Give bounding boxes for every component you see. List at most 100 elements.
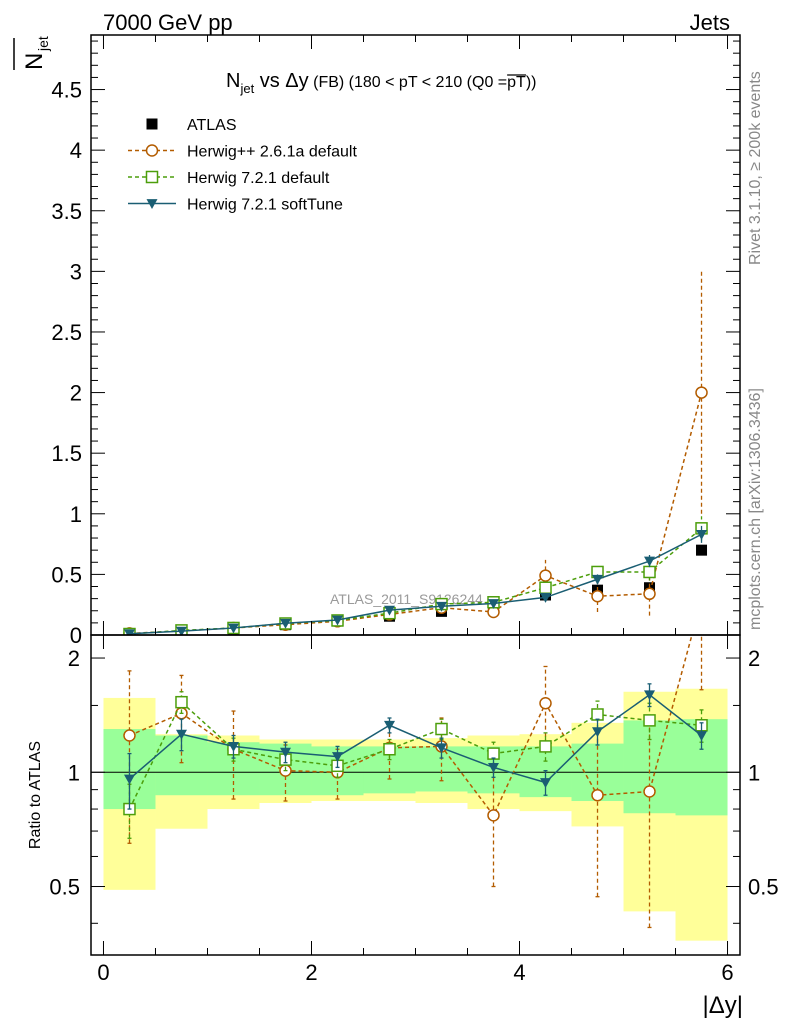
series-2-point-9 [592,574,604,585]
title-n: N [226,70,240,92]
legend: ATLAS Herwig++ 2.6.1a default Herwig 7.2.1… [128,117,357,214]
series-2-point-3 [279,618,291,629]
series-2-point-11 [696,529,708,540]
ratio-2-point-11 [696,731,708,741]
ratio-2-point-6 [436,743,448,754]
rivet-label: Rivet 3.1.10, ≥ 200k events [747,71,764,265]
legend-marker-2 [145,170,159,184]
x-tick-label-2: 4 [513,960,525,985]
header-left: 7000 GeV pp [103,10,233,35]
ratio-2-point-9 [592,727,604,738]
header-right: Jets [690,10,730,35]
y-axis-label-main: N [21,53,48,70]
y-tick-label-1: 0.5 [51,562,82,587]
series-2-point-0 [123,629,135,635]
ratio-2-point-4 [331,752,343,763]
series-line-2 [129,533,702,635]
legend-marker-0 [146,118,158,130]
ratio-1-point-1 [175,695,188,709]
y-tick-label-9: 4.5 [51,78,82,103]
ratio-2-point-10 [644,690,656,701]
series-2-point-1 [175,626,187,635]
y-tick-label-6: 3 [70,259,82,284]
ratio-line-0 [129,635,693,817]
ratio-axis-label: Ratio to ATLAS [27,741,44,849]
ratio-marks [123,594,708,929]
ratio-0-point-11 [696,594,707,605]
ratio-0-point-7 [487,809,500,822]
legend-label-2: Herwig 7.2.1 default [187,170,330,187]
series-2-point-2 [227,623,239,634]
plot-title: Njet vs Δy (FB) (180 < pT < 210 (Q0 =pT)… [226,70,536,96]
series-1-point-10 [643,565,656,579]
ratio-1-point-10 [643,714,656,727]
title-fb: (FB) [309,74,345,91]
x-axis-label: |Δy| [703,992,744,1019]
ratio-2-point-0 [123,774,135,785]
ratio-2-point-2 [227,741,239,752]
legend-label-1: Herwig++ 2.6.1a default [187,144,357,161]
y-tick-label-4: 2 [70,381,82,406]
mcplots-label: mcplots.cern.ch [arXiv:1306.3436] [747,388,764,630]
ratio-2-point-1 [175,729,187,740]
ratio-2-point-7 [488,763,500,773]
main-marks [123,271,708,635]
series-1-point-8 [539,581,552,594]
title-cut: (180 < pT < 210 (Q0 = [344,74,507,91]
series-0-point-10 [643,587,656,601]
series-line-0 [129,392,703,635]
series-0-point-8 [539,569,552,582]
title-vs: vs Δy [254,70,308,92]
x-tick-label-0: 0 [97,960,109,985]
ratio-line-1 [128,700,702,810]
ratio-tick-label-2: 2 [68,646,80,671]
legend-marker-3 [146,199,158,209]
ratio-tick-label-r-2: 2 [748,646,760,671]
y-tick-label-8: 4 [70,138,82,163]
ratio-tick-label-0: 0.5 [49,875,80,900]
ratio-line-2 [128,693,702,784]
x-tick-label-3: 6 [721,960,733,985]
y-tick-label-2: 1 [70,502,82,527]
ratio-1-point-5 [383,742,396,756]
y-tick-label-5: 2.5 [51,320,82,345]
ratio-tick-label-r-1: 1 [748,760,760,785]
data-point-11 [696,544,708,556]
series-line-1 [129,527,702,635]
title-close: )) [526,74,537,91]
y-tick-label-7: 3.5 [51,199,82,224]
y-tick-label-3: 1.5 [51,441,82,466]
ratio-1-point-9 [591,708,604,721]
series-2-point-4 [331,615,343,626]
ratio-0-point-0 [123,729,136,742]
y-axis-label: N jet [13,36,51,70]
series-2-point-5 [383,605,395,616]
ratio-0-point-10 [643,785,656,798]
title-bar: pT [507,74,526,91]
y-axis-label-sub: jet [35,36,51,52]
axes: 00.511.522.533.544.50.5 0.51 12 20 2 4 6 [49,35,779,985]
title-sub: jet [239,81,254,96]
y-tick-label-0: 0 [70,623,82,648]
ratio-2-point-3 [279,747,291,758]
legend-marker-1 [145,144,159,157]
series-2-point-10 [644,556,656,567]
ratio-bands [103,688,728,941]
series-0-point-11 [695,386,708,399]
ratio-2-point-8 [540,778,552,788]
ratio-2-point-5 [383,720,395,731]
legend-label-3: Herwig 7.2.1 softTune [187,197,343,214]
ratio-1-point-6 [435,722,448,736]
series-2-point-6 [436,601,448,612]
ratio-tick-label-1: 1 [68,760,80,785]
series-0-point-9 [591,589,604,603]
series-2-point-7 [488,599,500,609]
series-2-point-8 [540,593,552,603]
ratio-1-point-8 [539,740,552,753]
ratio-tick-label-r-0: 0.5 [748,875,779,900]
ratio-0-point-8 [539,697,552,710]
ratio-0-point-9 [591,788,604,802]
x-tick-label-1: 2 [305,960,317,985]
